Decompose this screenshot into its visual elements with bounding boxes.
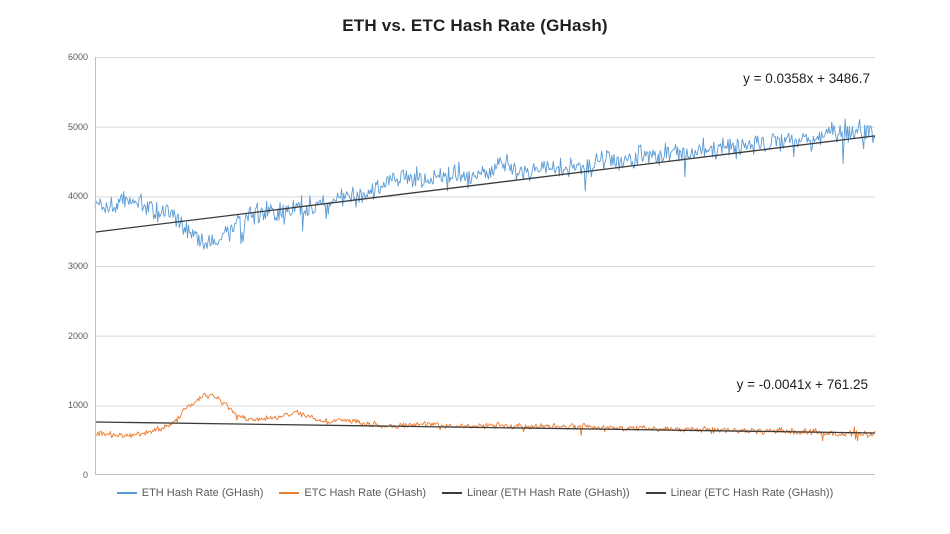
eth-series-line [94,118,876,250]
y-axis-tick-label: 4000 [67,191,88,202]
y-axis-tick-label: 1000 [67,400,88,411]
legend-label: Linear (ETC Hash Rate (GHash)) [670,487,834,499]
legend-item-eth-series: ETH Hash Rate (GHash) [116,487,264,499]
legend-swatch [279,492,300,494]
legend-swatch [116,492,137,494]
legend-item-etc-trendline: Linear (ETC Hash Rate (GHash)) [645,487,834,499]
legend-label: ETC Hash Rate (GHash) [304,487,427,499]
legend-label: ETH Hash Rate (GHash) [141,487,264,499]
y-axis-tick-label: 6000 [67,52,88,62]
y-axis-tick-label: 3000 [67,261,88,271]
etc-series-line [94,392,876,442]
eth-trendline [94,135,876,233]
legend: ETH Hash Rate (GHash) ETC Hash Rate (GHas… [0,487,950,499]
plot-area [94,57,876,475]
y-axis-tick-label: 0 [82,470,88,480]
chart-title: ETH vs. ETC Hash Rate (GHash) [342,16,608,35]
legend-label: Linear (ETH Hash Rate (GHash)) [467,487,630,499]
legend-item-eth-trendline: Linear (ETH Hash Rate (GHash)) [442,487,630,499]
etc-trendline [94,421,876,434]
legend-item-etc-series: ETC Hash Rate (GHash) [279,487,426,499]
y-axis-tick-label: 2000 [67,330,88,341]
eth-trendline-equation: y = 0.0358x + 3486.7 [743,71,870,86]
legend-swatch [645,492,666,494]
y-axis-tick-label: 5000 [67,121,88,132]
legend-swatch [442,492,463,494]
etc-trendline-equation: y = -0.0041x + 761.25 [736,377,868,392]
